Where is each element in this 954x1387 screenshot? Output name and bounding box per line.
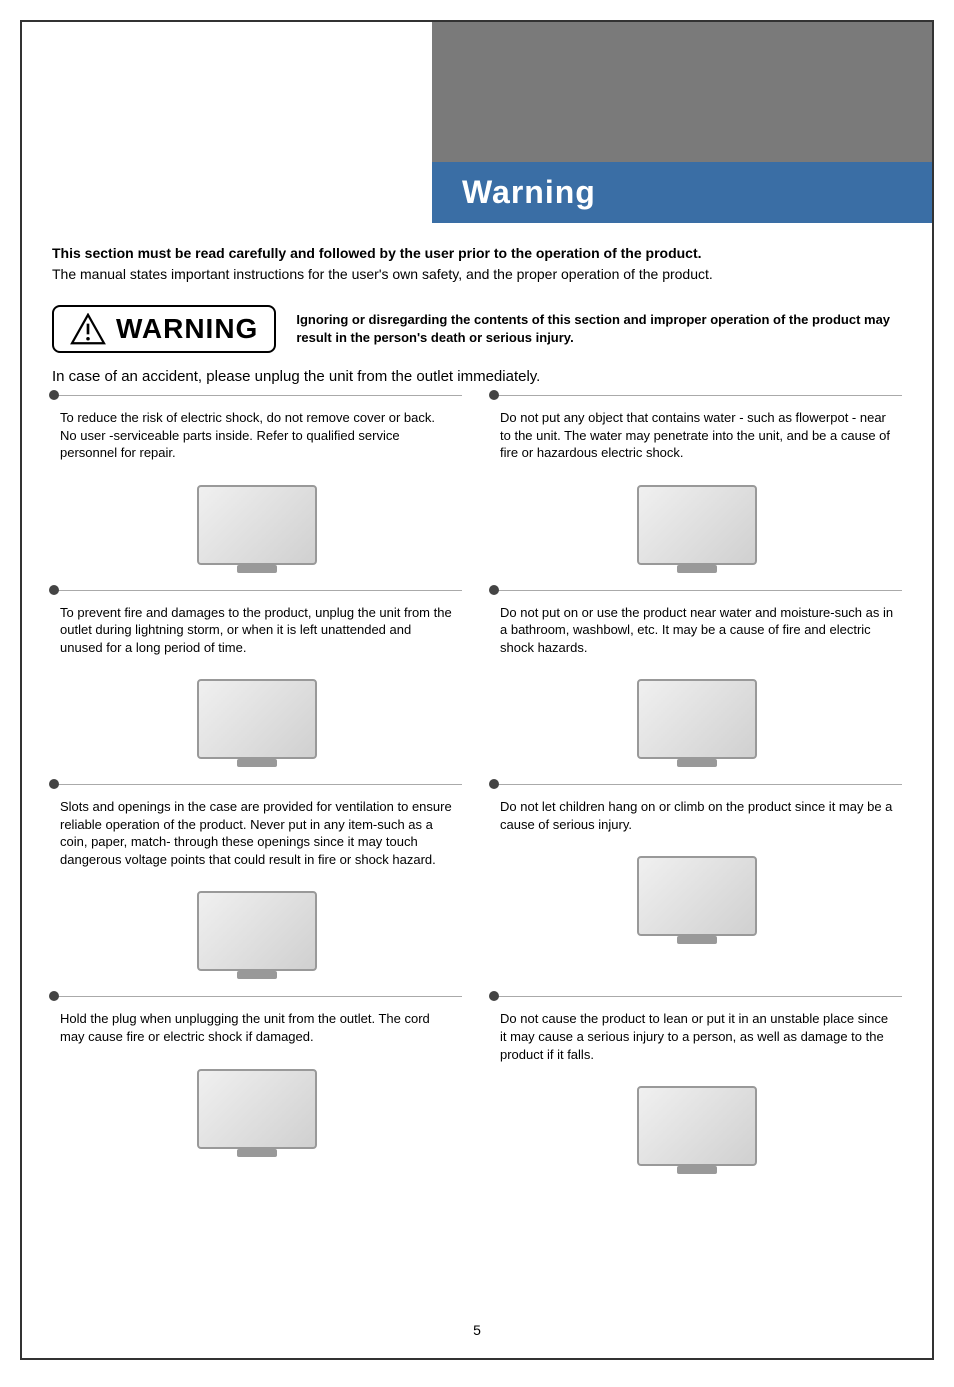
intro-bold-text: This section must be read carefully and …: [52, 243, 902, 264]
items-row-4: Hold the plug when unplugging the unit f…: [52, 996, 902, 1181]
item-right-1: Do not put any object that contains wate…: [492, 395, 902, 580]
warning-box-row: WARNING Ignoring or disregarding the con…: [22, 295, 932, 363]
item-illustration: [492, 841, 902, 951]
item-illustration: [52, 876, 462, 986]
items-row-1: To reduce the risk of electric shock, do…: [52, 395, 902, 580]
bullet-dot-icon: [489, 585, 499, 595]
item-text: To reduce the risk of electric shock, do…: [52, 405, 462, 470]
item-left-3: Slots and openings in the case are provi…: [52, 784, 462, 986]
item-right-4: Do not cause the product to lean or put …: [492, 996, 902, 1181]
bullet-dot-icon: [489, 779, 499, 789]
item-right-3: Do not let children hang on or climb on …: [492, 784, 902, 986]
item-left-4: Hold the plug when unplugging the unit f…: [52, 996, 462, 1181]
items-container: To reduce the risk of electric shock, do…: [22, 395, 932, 1211]
bullet-dot-icon: [489, 991, 499, 1001]
item-text: Do not let children hang on or climb on …: [492, 794, 902, 841]
item-illustration: [52, 664, 462, 774]
warning-label: WARNING: [116, 313, 258, 345]
item-left-2: To prevent fire and damages to the produ…: [52, 590, 462, 775]
bullet-dot-icon: [49, 585, 59, 595]
item-left-1: To reduce the risk of electric shock, do…: [52, 395, 462, 580]
page-number: 5: [22, 1312, 932, 1348]
item-text: Hold the plug when unplugging the unit f…: [52, 1006, 462, 1053]
item-text: Do not put any object that contains wate…: [492, 405, 902, 470]
intro-normal-text: The manual states important instructions…: [52, 264, 902, 285]
bullet-dot-icon: [489, 390, 499, 400]
items-row-3: Slots and openings in the case are provi…: [52, 784, 902, 986]
item-illustration: [492, 1071, 902, 1181]
header-title-bar: Warning: [432, 162, 932, 223]
intro-section: This section must be read carefully and …: [22, 223, 932, 295]
item-illustration: [52, 1054, 462, 1164]
bullet-dot-icon: [49, 991, 59, 1001]
unplug-instruction: In case of an accident, please unplug th…: [22, 363, 932, 395]
item-right-2: Do not put on or use the product near wa…: [492, 590, 902, 775]
item-text: Do not cause the product to lean or put …: [492, 1006, 902, 1071]
header-grey-block: [432, 22, 932, 162]
item-illustration: [52, 470, 462, 580]
item-text: Do not put on or use the product near wa…: [492, 600, 902, 665]
warning-triangle-icon: [70, 313, 106, 345]
page-container: Warning This section must be read carefu…: [20, 20, 934, 1360]
bullet-dot-icon: [49, 390, 59, 400]
warning-box: WARNING: [52, 305, 276, 353]
item-text: Slots and openings in the case are provi…: [52, 794, 462, 876]
header-title: Warning: [462, 174, 596, 210]
item-text: To prevent fire and damages to the produ…: [52, 600, 462, 665]
bullet-dot-icon: [49, 779, 59, 789]
item-illustration: [492, 470, 902, 580]
warning-description: Ignoring or disregarding the contents of…: [296, 311, 902, 347]
items-row-2: To prevent fire and damages to the produ…: [52, 590, 902, 775]
item-illustration: [492, 664, 902, 774]
